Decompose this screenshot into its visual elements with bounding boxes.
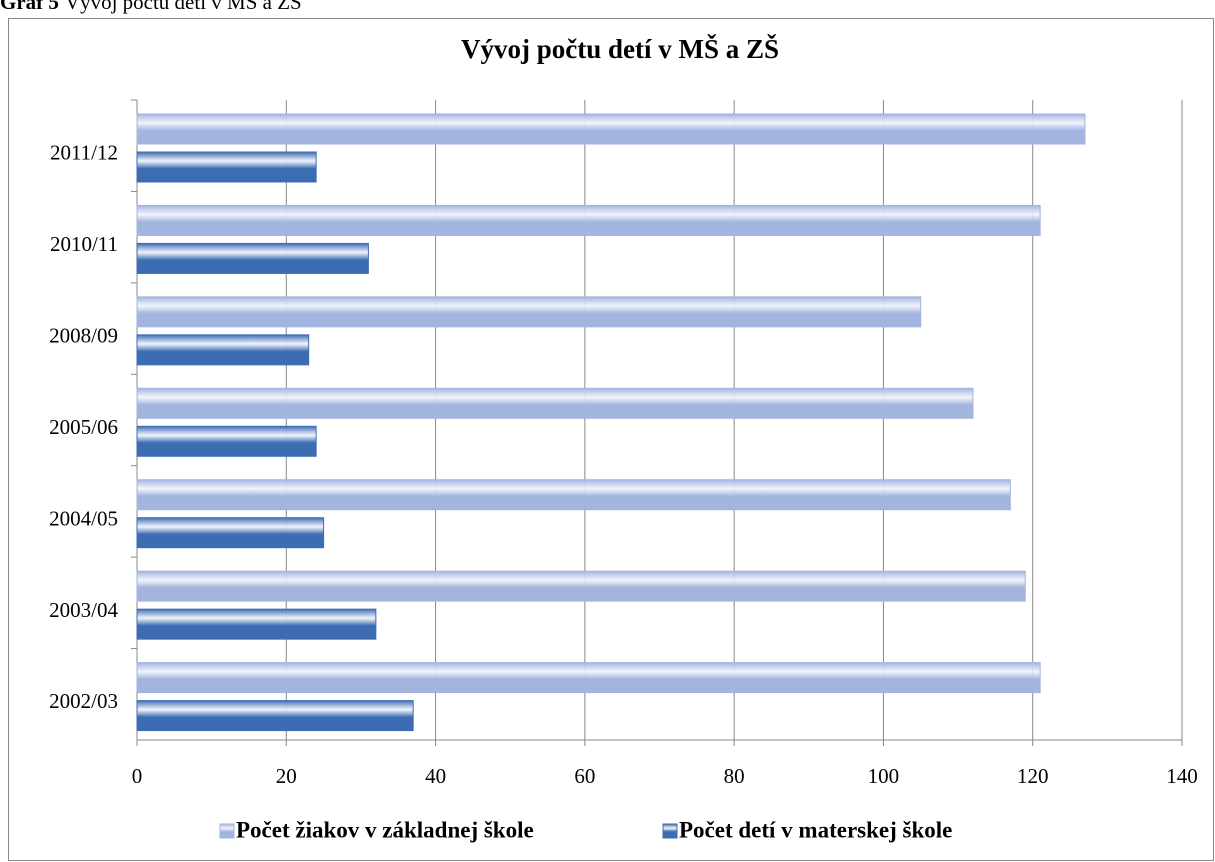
y-tick-label: 2003/04: [49, 598, 118, 622]
chart-title: Vývoj počtu detí v MŠ a ZŠ: [461, 34, 779, 64]
caption: Graf 5 Vývoj počtu detí v MŠ a ZŠ: [0, 0, 302, 14]
y-tick-label: 2011/12: [50, 141, 118, 165]
y-tick-label: 2002/03: [49, 689, 118, 713]
bar: [136, 204, 1041, 236]
legend-swatch: [662, 823, 678, 839]
x-tick-label: 80: [724, 764, 745, 788]
y-tick-label: 2010/11: [50, 232, 118, 256]
legend-label: Počet detí v materskej škole: [679, 817, 952, 842]
caption-text: Vývoj počtu detí v MŠ a ZŠ: [65, 0, 302, 14]
bar: [136, 517, 325, 549]
bar: [136, 334, 310, 366]
bar: [136, 151, 317, 183]
caption-label: Graf 5: [0, 0, 59, 14]
x-tick-label: 0: [132, 764, 143, 788]
bar: [136, 700, 414, 732]
x-tick-label: 60: [574, 764, 595, 788]
bar: [136, 608, 377, 640]
bar: [136, 479, 1011, 511]
legend-swatch: [219, 823, 235, 839]
x-tick-label: 20: [276, 764, 297, 788]
y-tick-label: 2008/09: [49, 324, 118, 348]
x-tick-label: 140: [1166, 764, 1198, 788]
bar: [136, 113, 1086, 145]
bar: [136, 387, 974, 419]
x-tick-label: 100: [868, 764, 900, 788]
bar: [136, 662, 1041, 694]
bar: [136, 242, 369, 274]
x-tick-label: 120: [1017, 764, 1049, 788]
y-tick-label: 2004/05: [49, 506, 118, 530]
legend-label: Počet žiakov v základnej škole: [236, 817, 534, 842]
bar: [136, 570, 1026, 602]
x-tick-label: 40: [425, 764, 446, 788]
bar: [136, 425, 317, 457]
y-tick-label: 2005/06: [49, 415, 118, 439]
bar: [136, 296, 922, 328]
